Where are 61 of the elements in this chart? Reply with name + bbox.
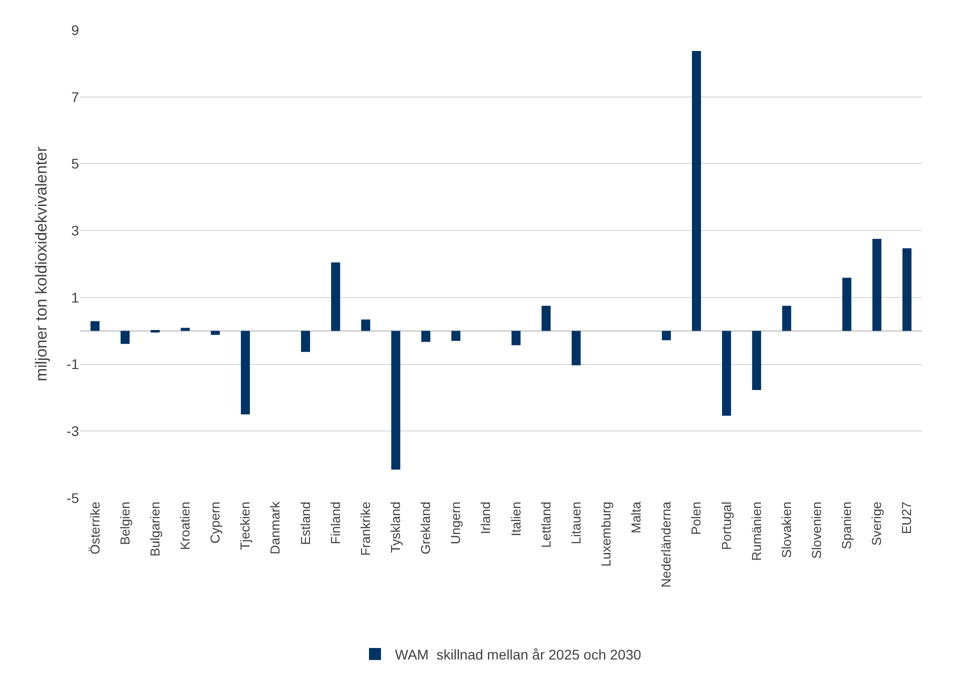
x-tick-label: Italien [508,502,524,536]
bar [722,330,732,416]
bar [542,306,551,331]
x-tick-label: Slovenien [808,502,824,559]
bar [210,330,220,335]
y-tick-label: 1 [71,289,80,306]
bar [872,238,882,331]
bar [120,330,130,344]
x-tick-label: Litauen [568,502,584,544]
x-tick-label: Frankrike [358,502,373,556]
x-tick-label: Slovakien [778,502,794,558]
x-tick-label: Spanien [839,502,854,550]
x-tick-label: Österrike [87,502,102,554]
bar [90,321,100,331]
x-tick-label: Kroatien [177,502,192,550]
x-tick-label: Grekland [418,502,434,554]
x-tick-label: Tjeckien [238,502,253,550]
x-tick-label: Polen [688,502,704,535]
x-tick-label: Danmark [268,501,283,554]
bar [662,330,671,340]
bar [692,51,701,331]
bar [180,328,190,331]
x-tick-label: Sverige [869,502,884,546]
x-tick-label: Ungern [448,502,464,544]
x-tick-label: EU27 [899,502,914,534]
bar [301,330,310,352]
bar [240,330,250,414]
bar [391,330,400,470]
x-tick-label: Nederländerna [658,500,674,588]
bar [752,330,762,390]
y-tick-label: -3 [66,423,80,440]
bar [842,278,852,331]
x-tick-label: Belgien [117,502,132,545]
x-tick-label: Estland [298,502,313,545]
y-axis-title: miljoner ton koldioxidekvivalenter [33,146,50,382]
bar [451,330,460,341]
bar [782,306,792,331]
legend-label: WAM skillnad mellan år 2025 och 2030 [395,646,642,662]
x-tick-label: Rumänien [748,502,764,561]
bar [421,330,430,342]
x-tick-label: Tyskland [388,502,403,553]
bar [902,248,912,331]
bar [572,330,581,366]
bar [331,262,340,331]
x-tick-label: Lettland [538,502,554,548]
x-tick-label: Irland [478,502,494,534]
x-tick-label: Portugal [718,501,734,550]
y-tick-label: -1 [66,356,80,372]
bar [361,319,370,331]
y-tick-label: 5 [71,156,80,172]
y-tick-label: -5 [66,490,80,506]
x-tick-label: Luxemburg [598,502,614,567]
y-tick-label: 3 [71,222,80,238]
bar [150,330,160,333]
x-tick-label: Finland [328,502,343,544]
bar [512,330,521,346]
y-tick-label: 9 [71,22,80,38]
y-tick-label: 7 [71,88,80,105]
x-tick-label: Cypern [208,502,223,544]
x-tick-label: Malta [628,500,644,534]
x-tick-label: Bulgarien [147,502,162,557]
